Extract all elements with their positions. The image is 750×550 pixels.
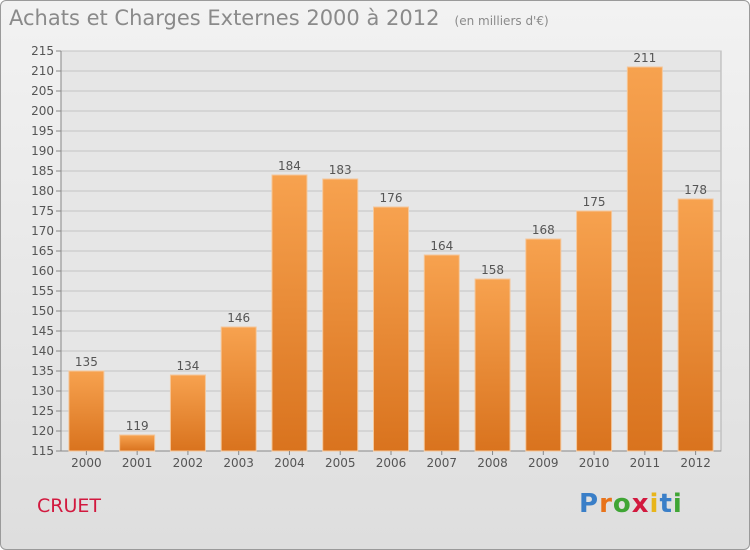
y-tick-label: 155 — [31, 284, 54, 298]
y-tick-label: 120 — [31, 424, 54, 438]
y-tick-label: 200 — [31, 104, 54, 118]
logo-letter: t — [659, 489, 673, 519]
data-label-2000: 135 — [75, 355, 98, 369]
data-label-2005: 183 — [329, 163, 352, 177]
bar-2000 — [68, 370, 105, 452]
data-label-2010: 175 — [583, 195, 606, 209]
proxiti-logo: Proxiti — [579, 489, 683, 519]
data-label-2001: 119 — [126, 419, 149, 433]
x-tick-label-2011: 2011 — [630, 456, 661, 470]
bar-2005 — [322, 178, 359, 452]
y-tick-label: 170 — [31, 224, 54, 238]
x-tick-label-2006: 2006 — [376, 456, 407, 470]
bar-2004 — [271, 174, 308, 452]
logo-letter: o — [612, 489, 632, 519]
data-label-2009: 168 — [532, 223, 555, 237]
data-label-2003: 146 — [227, 311, 250, 325]
x-tick-label-2010: 2010 — [579, 456, 610, 470]
y-tick-label: 140 — [31, 344, 54, 358]
logo-letter: i — [649, 489, 660, 519]
y-tick-label: 135 — [31, 364, 54, 378]
chart-title: Achats et Charges Externes 2000 à 2012 — [9, 6, 440, 30]
y-tick-label: 130 — [31, 384, 54, 398]
y-tick-label: 195 — [31, 124, 54, 138]
y-tick-label: 165 — [31, 244, 54, 258]
y-tick-label: 175 — [31, 204, 54, 218]
bar-2011 — [626, 66, 663, 452]
y-tick-label: 115 — [31, 444, 54, 458]
x-tick-label-2004: 2004 — [274, 456, 305, 470]
logo-letter: x — [631, 489, 650, 519]
title-area: Achats et Charges Externes 2000 à 2012 (… — [9, 6, 549, 30]
y-tick-label: 150 — [31, 304, 54, 318]
bar-2007 — [423, 254, 460, 452]
bar-2012 — [677, 198, 714, 452]
x-tick-label-2005: 2005 — [325, 456, 356, 470]
y-tick-label: 190 — [31, 144, 54, 158]
data-label-2011: 211 — [633, 51, 656, 65]
y-tick-label: 180 — [31, 184, 54, 198]
data-label-2004: 184 — [278, 159, 301, 173]
bar-2009 — [525, 238, 562, 452]
y-tick-label: 160 — [31, 264, 54, 278]
x-tick-label-2012: 2012 — [680, 456, 711, 470]
data-label-2006: 176 — [380, 191, 403, 205]
y-tick-label: 185 — [31, 164, 54, 178]
bar-2006 — [373, 206, 409, 452]
bar-2002 — [169, 374, 206, 452]
logo-letter: i — [672, 489, 683, 519]
x-tick-label-2008: 2008 — [477, 456, 508, 470]
logo-letter: P — [579, 489, 600, 519]
bar-2001 — [119, 434, 156, 452]
x-tick-label-2003: 2003 — [223, 456, 254, 470]
y-tick-label: 145 — [31, 324, 54, 338]
logo-letter: r — [599, 489, 613, 519]
x-tick-label-2002: 2002 — [173, 456, 204, 470]
data-label-2007: 164 — [430, 239, 453, 253]
commune-label: CRUET — [37, 495, 101, 517]
bar-2008 — [474, 278, 511, 452]
y-tick-label: 215 — [31, 44, 54, 58]
x-tick-label-2007: 2007 — [426, 456, 457, 470]
data-label-2002: 134 — [176, 359, 199, 373]
data-label-2012: 178 — [684, 183, 707, 197]
bar-2003 — [220, 326, 257, 452]
y-tick-label: 205 — [31, 84, 54, 98]
data-label-2008: 158 — [481, 263, 504, 277]
x-tick-label-2009: 2009 — [528, 456, 559, 470]
chart-subtitle: (en milliers d'€) — [454, 14, 549, 28]
y-tick-label: 125 — [31, 404, 54, 418]
y-tick-label: 210 — [31, 64, 54, 78]
x-tick-label-2001: 2001 — [122, 456, 153, 470]
bar-2010 — [576, 210, 613, 452]
x-tick-label-2000: 2000 — [71, 456, 102, 470]
